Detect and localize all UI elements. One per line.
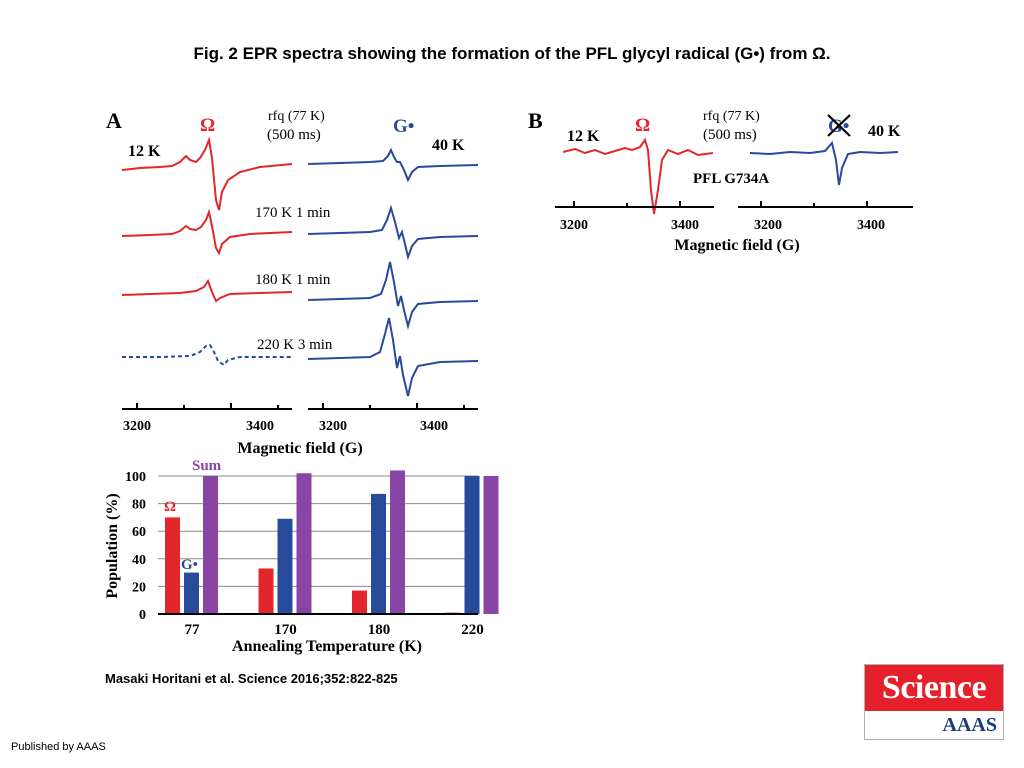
panel-a-tick-3200-left: 3200 (123, 419, 151, 434)
spectrum-a-omega-rfq (121, 136, 293, 211)
x-tick-220: 220 (461, 622, 484, 638)
y-tick-0: 0 (139, 608, 146, 623)
bar-glycyl-77 (184, 572, 199, 614)
bar-chart-legend-sum: Sum (192, 458, 222, 474)
bar-glycyl-220 (464, 476, 480, 614)
bar-chart-x-ticks: 77 170 180 220 (185, 622, 484, 638)
panel-a-temp-40k: 40 K (432, 137, 465, 154)
spectrum-a-omega-170k (121, 208, 293, 256)
panel-b-cross-mark (827, 114, 851, 137)
panel-a-xlabel: Magnetic field (G) (237, 440, 362, 457)
citation: Masaki Horitani et al. Science 2016;352:… (105, 671, 398, 686)
panel-a-condition-180: 180 K 1 min (255, 272, 331, 288)
panel-a-temp-12k: 12 K (128, 143, 161, 160)
y-tick-80: 80 (132, 498, 146, 513)
y-tick-60: 60 (132, 525, 146, 540)
science-logo: Science AAAS (864, 664, 1004, 740)
panel-a-omega-label: Ω (200, 115, 215, 136)
spectrum-b-glycyl (749, 140, 899, 186)
panel-b-temp-12k: 12 K (567, 128, 600, 145)
panel-b-tick-3400-left: 3400 (671, 218, 699, 233)
bar-chart-bars (165, 470, 499, 614)
y-tick-20: 20 (132, 580, 146, 595)
panel-b-tick-3200-right: 3200 (754, 218, 782, 233)
bar-chart-legend-omega: Ω (164, 499, 176, 515)
x-tick-77: 77 (185, 622, 201, 638)
panel-b-xlabel: Magnetic field (G) (674, 237, 799, 254)
panel-a-condition-170: 170 K 1 min (255, 205, 331, 221)
aaas-logo-wordmark: AAAS (942, 714, 997, 736)
bar-sum-170 (296, 473, 312, 614)
panel-a-rfq-label: rfq (77 K) (268, 109, 325, 124)
panel-a-tick-3400-left: 3400 (246, 419, 274, 434)
panel-b-mutant-label: PFL G734A (693, 171, 769, 187)
panel-b: B 12 K Ω rfq (77 K) (500 ms) G• 40 K PFL… (528, 108, 913, 254)
bar-omega-180 (352, 590, 367, 614)
bar-sum-220 (483, 476, 499, 614)
bar-chart-y-ticks: 0 20 40 60 80 100 (125, 470, 146, 623)
bar-sum-77 (203, 476, 218, 614)
y-tick-100: 100 (125, 470, 146, 485)
science-logo-wordmark: Science (865, 665, 1003, 711)
x-tick-180: 180 (368, 622, 391, 638)
bar-glycyl-180 (371, 493, 386, 614)
spectrum-a-glycyl-rfq (307, 147, 479, 183)
panel-a-tick-3400-right: 3400 (420, 419, 448, 434)
panel-b-rfq-label: rfq (77 K) (703, 109, 760, 124)
panel-b-letter: B (528, 108, 543, 133)
bar-chart-ylabel: Population (%) (104, 493, 121, 598)
panel-a-condition-220: 220 K 3 min (257, 337, 333, 353)
y-tick-40: 40 (132, 553, 146, 568)
panel-b-omega-label: Ω (635, 115, 650, 136)
spectrum-a-glycyl-220k (307, 317, 479, 397)
spectrum-a-omega-180k (121, 278, 293, 303)
panel-a-rfq-time: (500 ms) (267, 127, 321, 143)
panel-a-tick-marks (136, 403, 465, 409)
bar-chart-xlabel: Annealing Temperature (K) (232, 638, 422, 655)
panel-b-temp-40k: 40 K (868, 123, 901, 140)
spectrum-a-omega-220k (122, 343, 292, 367)
bar-omega-170 (258, 568, 274, 614)
publisher-credit: Published by AAAS (11, 741, 106, 753)
panel-b-rfq-time: (500 ms) (703, 127, 757, 143)
bar-sum-180 (390, 470, 405, 614)
panel-a-g-label: G• (393, 116, 414, 137)
bar-chart-legend-glycyl: G• (181, 557, 198, 573)
figure-title: Fig. 2 EPR spectra showing the formation… (193, 44, 831, 63)
panel-a-letter: A (106, 108, 122, 133)
bar-omega-77 (165, 517, 180, 614)
panel-a-tick-3200-right: 3200 (319, 419, 347, 434)
panel-b-tick-3400-right: 3400 (857, 218, 885, 233)
bar-glycyl-170 (277, 518, 293, 614)
panel-b-tick-3200-left: 3200 (560, 218, 588, 233)
spectrum-a-glycyl-180k (307, 261, 479, 330)
panel-b-tick-marks (573, 201, 868, 207)
spectrum-a-glycyl-170k (307, 204, 479, 261)
x-tick-170: 170 (274, 622, 297, 638)
spectrum-b-omega (562, 137, 714, 215)
panel-a: A Ω rfq (77 K) (500 ms) G• 12 K 40 K 170… (106, 108, 479, 457)
